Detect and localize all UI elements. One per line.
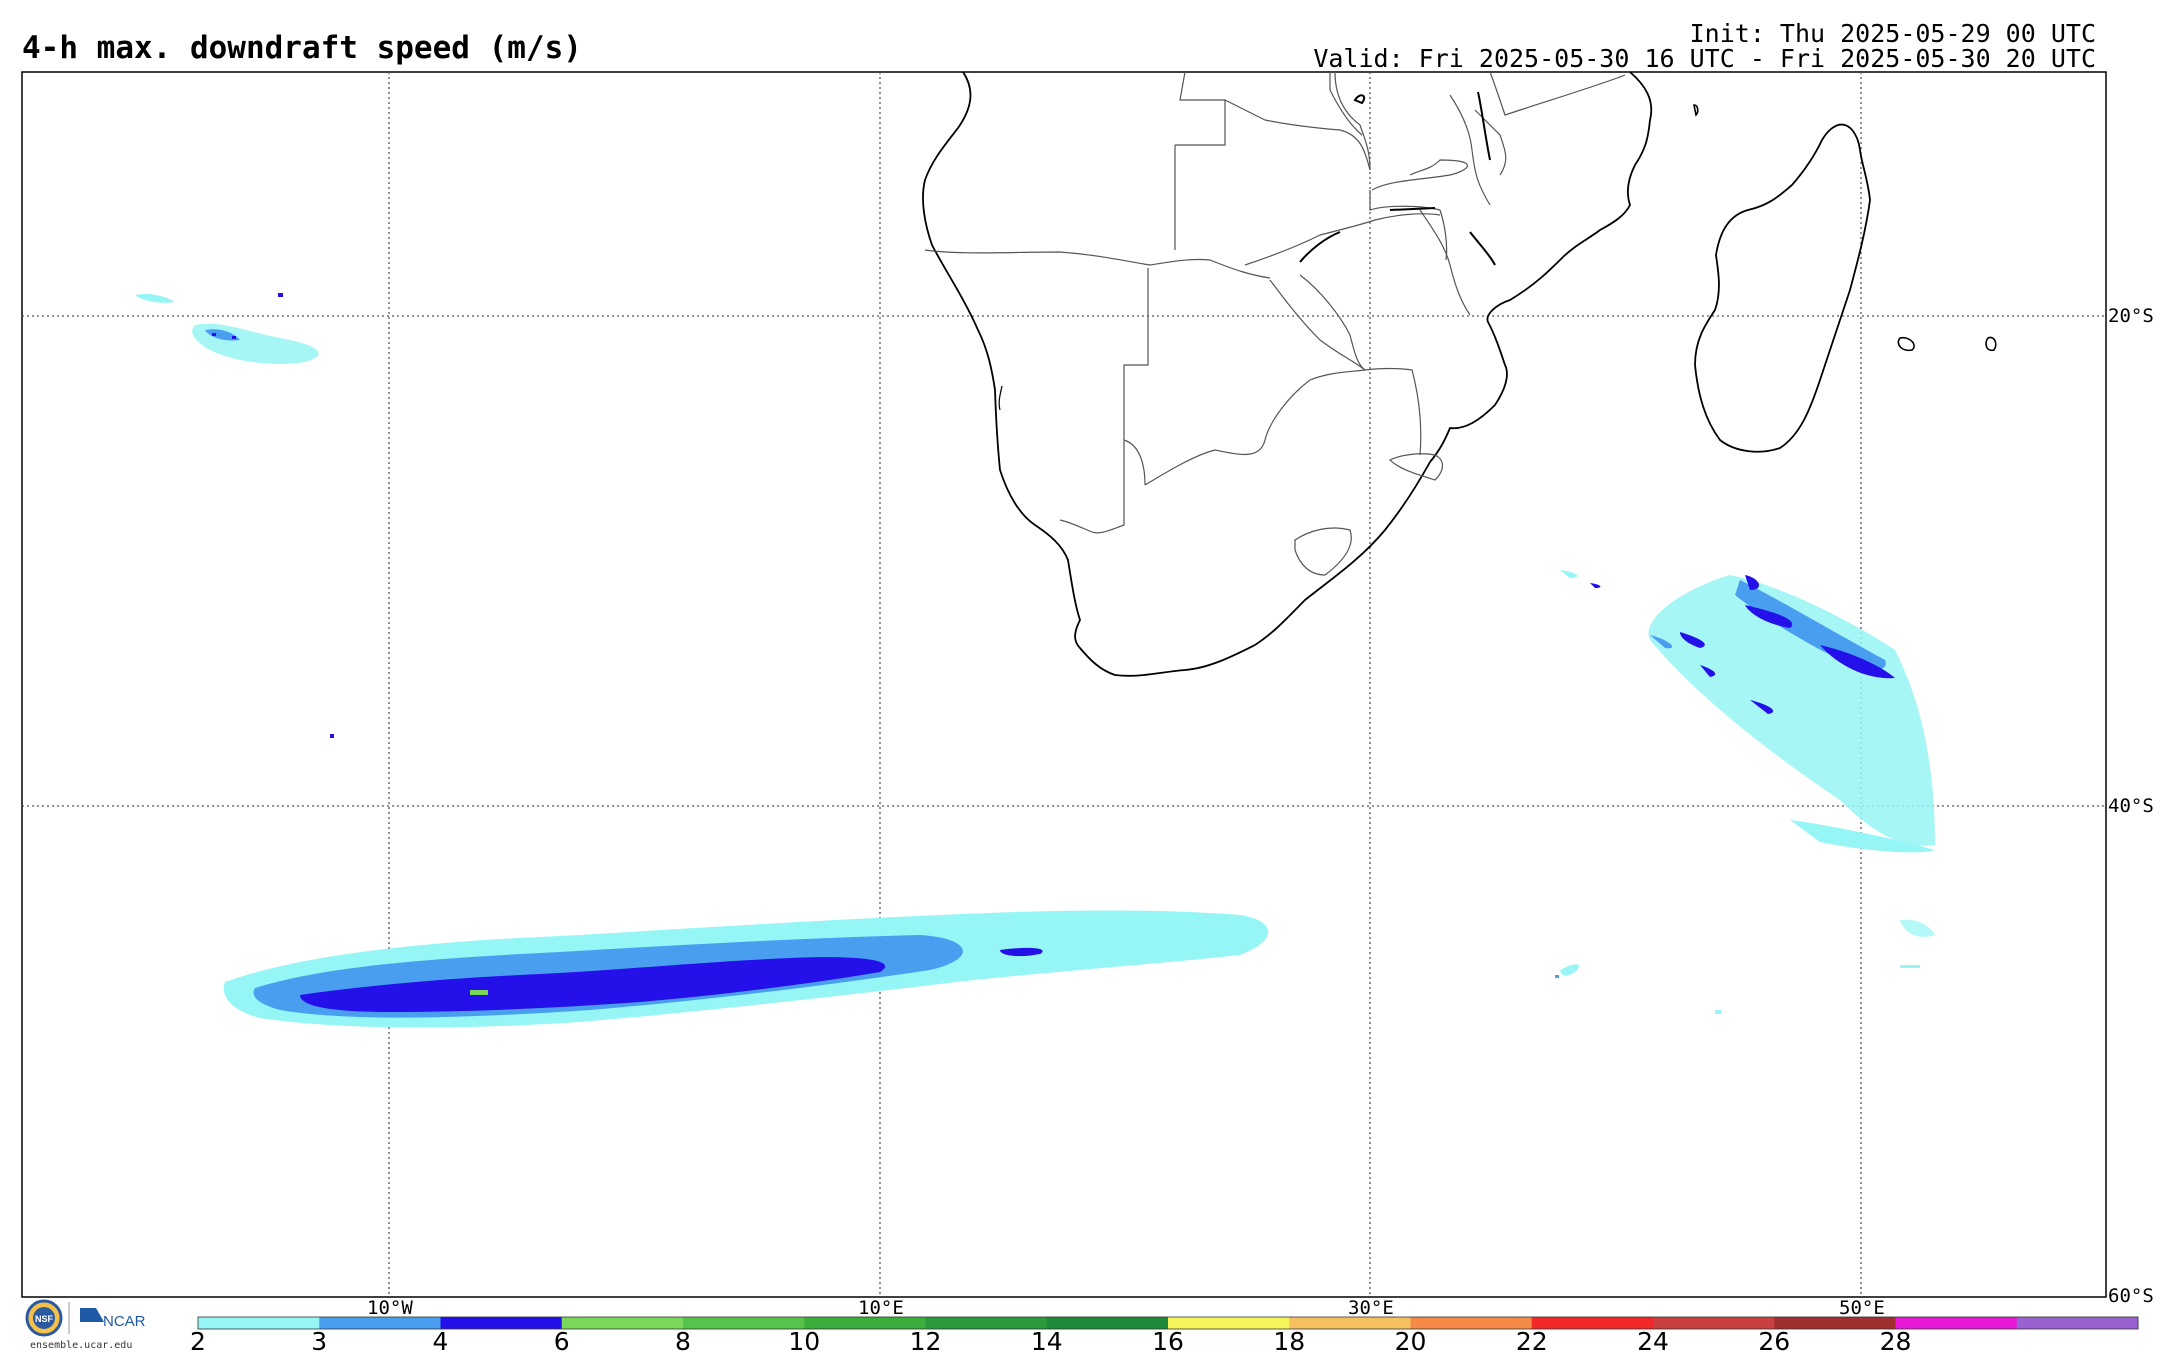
downdraft-band-south	[223, 910, 1269, 1028]
colorbar-tick-label: 16	[1152, 1327, 1184, 1354]
lon-label-30e: 30°E	[1348, 1297, 1394, 1319]
lon-label-10e: 10°E	[858, 1297, 904, 1319]
colorbar-swatch	[1289, 1317, 1411, 1329]
colorbar-tick-label: 14	[1031, 1327, 1063, 1354]
footer-logos: NSF NCAR	[24, 1298, 156, 1354]
colorbar-swatch	[1046, 1317, 1169, 1329]
init-time: Init: Thu 2025-05-29 00 UTC	[1689, 19, 2096, 48]
colorbar-tick-label: 6	[554, 1327, 570, 1354]
website-label: ensemble.ucar.edu	[30, 1340, 133, 1351]
colorbar-swatch	[440, 1317, 563, 1329]
colorbar-swatch	[198, 1317, 320, 1329]
colorbar-tick-label: 3	[311, 1327, 327, 1354]
valid-time: Valid: Fri 2025-05-30 16 UTC - Fri 2025-…	[1313, 44, 2096, 73]
colorbar-tick-label: 28	[1880, 1327, 1912, 1354]
colorbar-swatch	[1895, 1317, 2018, 1329]
colorbar-tick-label: 18	[1273, 1327, 1305, 1354]
colorbar-swatch	[804, 1317, 926, 1329]
colorbar-swatch	[1410, 1317, 1533, 1329]
country-borders	[924, 71, 1626, 576]
graticule	[22, 72, 2106, 1297]
africa-coastline	[922, 71, 1653, 677]
map-title: 4-h max. downdraft speed (m/s)	[22, 30, 582, 66]
colorbar-tick-label: 26	[1758, 1327, 1790, 1354]
green-spot	[470, 990, 488, 995]
colorbar-swatch	[1774, 1317, 1896, 1329]
small-islands	[1693, 104, 1997, 352]
nsf-logo: NSF	[25, 1299, 63, 1337]
colorbar-swatch	[319, 1317, 441, 1329]
nsf-logo-text: NSF	[35, 1314, 54, 1324]
colorbar-swatch	[1653, 1317, 1775, 1329]
colorbar-swatch	[683, 1317, 805, 1329]
lakes	[1299, 91, 1496, 266]
downdraft-cluster-northwest	[135, 293, 334, 738]
colorbar-swatch	[2016, 1317, 2139, 1329]
colorbar-tick-label: 24	[1637, 1327, 1669, 1354]
colorbar-tick-label: 12	[910, 1327, 942, 1354]
lat-label-40s: 40°S	[2108, 795, 2154, 817]
downdraft-streaks-east	[1555, 570, 1935, 1014]
colorbar-swatch	[925, 1317, 1048, 1329]
ncar-logo: NCAR	[80, 1308, 146, 1330]
lat-label-60s: 60°S	[2108, 1285, 2154, 1307]
colorbar-tick-label: 8	[675, 1327, 691, 1354]
colorbar-tick-label: 20	[1395, 1327, 1427, 1354]
colorbar-tick-label: 4	[433, 1327, 449, 1354]
colorbar-tick-label: 22	[1516, 1327, 1548, 1354]
colorbar-tick-label: 2	[190, 1327, 206, 1354]
colorbar-swatch	[1531, 1317, 1654, 1329]
colorbar-swatch	[1168, 1317, 1290, 1329]
lat-label-20s: 20°S	[2108, 305, 2154, 327]
colorbar: 2 3 4 6 8 10 12 14 16 18 20 22 24 26 28	[190, 1316, 2139, 1354]
colorbar-tick-label: 10	[788, 1327, 820, 1354]
lon-label-10w: 10°W	[367, 1297, 413, 1319]
colorbar-border	[197, 1316, 2139, 1330]
ncar-logo-text: NCAR	[103, 1313, 146, 1330]
lon-label-50e: 50°E	[1839, 1297, 1885, 1319]
colorbar-swatch	[561, 1317, 684, 1329]
madagascar	[1694, 123, 1871, 453]
